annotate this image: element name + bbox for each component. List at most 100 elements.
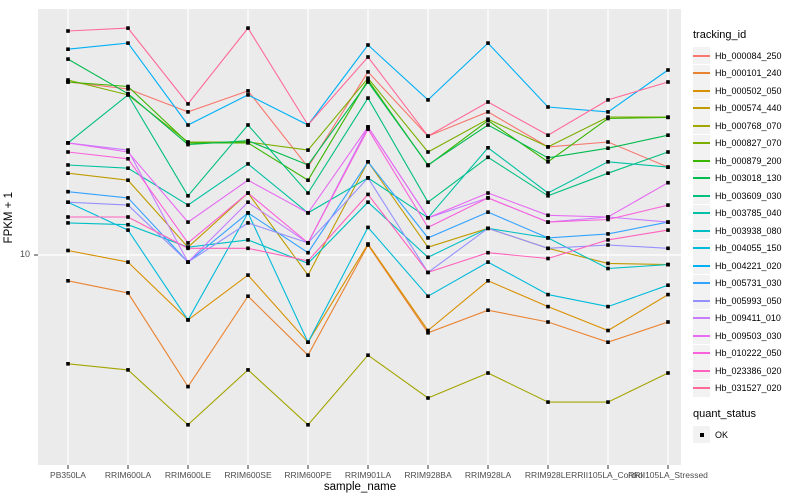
data-point	[426, 328, 430, 333]
legend-item-label: Hb_000768_070	[715, 120, 782, 131]
plot-panel	[38, 9, 681, 465]
legend-item: Hb_000879_200	[693, 152, 782, 170]
data-point	[126, 260, 130, 264]
legend-title-quant-status: quant_status	[693, 408, 756, 420]
data-point	[306, 261, 310, 266]
data-point	[486, 146, 490, 150]
x-tick-label: RRIM901LA	[345, 470, 392, 480]
data-point	[666, 150, 670, 154]
data-point	[546, 256, 550, 261]
legend-item: Hb_000101_240	[693, 64, 782, 83]
legend-key	[693, 117, 710, 135]
data-point	[426, 255, 430, 260]
data-point	[126, 215, 130, 219]
x-tick-label: RRIM928LA	[465, 470, 512, 480]
data-point	[246, 141, 250, 145]
legend-item: Hb_000574_440	[693, 99, 782, 118]
data-point	[246, 93, 250, 97]
data-point	[246, 246, 250, 251]
data-point	[486, 371, 490, 375]
legend-item-label: Hb_000502_050	[715, 85, 782, 96]
data-point	[246, 162, 250, 166]
data-point	[666, 228, 670, 232]
data-point	[306, 259, 310, 263]
data-point	[366, 55, 370, 59]
legend-items-tracking-id: Hb_000084_250 Hb_000101_240 Hb_000502_050 H…	[693, 47, 782, 397]
data-point	[246, 238, 250, 242]
data-point	[546, 213, 550, 218]
data-point	[66, 200, 70, 204]
legend-key-line-icon	[693, 142, 710, 145]
data-point	[486, 196, 490, 200]
data-point	[426, 216, 430, 220]
data-point	[126, 291, 130, 295]
legend-key-line-icon	[693, 229, 710, 232]
data-point	[306, 148, 310, 152]
legend-key-line-icon	[693, 72, 710, 75]
legend-item: Hb_003609_030	[693, 187, 782, 205]
data-point	[606, 217, 610, 222]
data-point	[186, 423, 190, 427]
legend-item-label: Hb_003938_080	[715, 225, 782, 236]
data-point	[606, 261, 610, 266]
data-point	[66, 47, 70, 51]
data-point	[606, 171, 610, 175]
legend-item: Hb_003018_130	[693, 169, 782, 188]
data-point	[426, 331, 430, 335]
data-point	[426, 396, 430, 400]
data-point	[366, 192, 370, 197]
data-point	[606, 110, 610, 114]
legend-key	[693, 426, 710, 444]
data-point	[366, 127, 370, 131]
data-point	[546, 156, 550, 160]
data-point	[426, 236, 430, 240]
data-point	[306, 123, 310, 127]
data-point	[546, 105, 550, 109]
data-point	[186, 318, 190, 322]
data-point	[426, 294, 430, 298]
legend-key	[693, 362, 710, 380]
data-point	[486, 308, 490, 312]
data-point	[66, 141, 70, 145]
legend-key	[693, 257, 710, 275]
data-point	[546, 160, 550, 164]
data-point	[66, 80, 70, 84]
data-point	[126, 150, 130, 154]
legend-item-label: Hb_000574_440	[715, 103, 782, 114]
data-point	[306, 273, 310, 277]
data-point	[666, 133, 670, 137]
legend-item: Hb_005731_030	[693, 274, 782, 293]
data-point	[546, 292, 550, 297]
data-point	[306, 178, 310, 182]
legend-key	[693, 82, 710, 100]
data-point	[186, 241, 190, 245]
data-point	[126, 84, 130, 89]
x-tick-label: RRIM928BA	[404, 470, 452, 480]
data-point	[486, 260, 490, 264]
data-point	[486, 191, 490, 195]
data-point	[246, 211, 250, 215]
data-point	[246, 294, 250, 298]
legend-item-quant-ok: OK	[693, 426, 782, 444]
data-point	[546, 320, 550, 324]
legend-key-line-icon	[693, 264, 710, 267]
data-point	[666, 68, 670, 72]
legend-key-line-icon	[693, 282, 710, 285]
legend-key-line-icon	[693, 89, 710, 92]
x-tick-label: RRII105LA_Stressed	[628, 470, 708, 480]
data-point	[306, 353, 310, 357]
legend-item-label: Hb_000084_250	[715, 50, 782, 61]
x-tick-label: RRIM600LA	[105, 470, 152, 480]
data-point	[186, 102, 190, 106]
data-point	[126, 166, 130, 170]
data-point	[246, 273, 250, 277]
data-point	[66, 57, 70, 61]
data-point	[366, 80, 370, 84]
data-point	[246, 368, 250, 372]
legend-key-line-icon	[693, 317, 710, 320]
legend-item-label: OK	[715, 429, 729, 440]
data-point	[486, 279, 490, 283]
legend-item-label: Hb_003609_030	[715, 190, 782, 201]
data-point	[666, 220, 670, 224]
data-point	[606, 98, 610, 102]
